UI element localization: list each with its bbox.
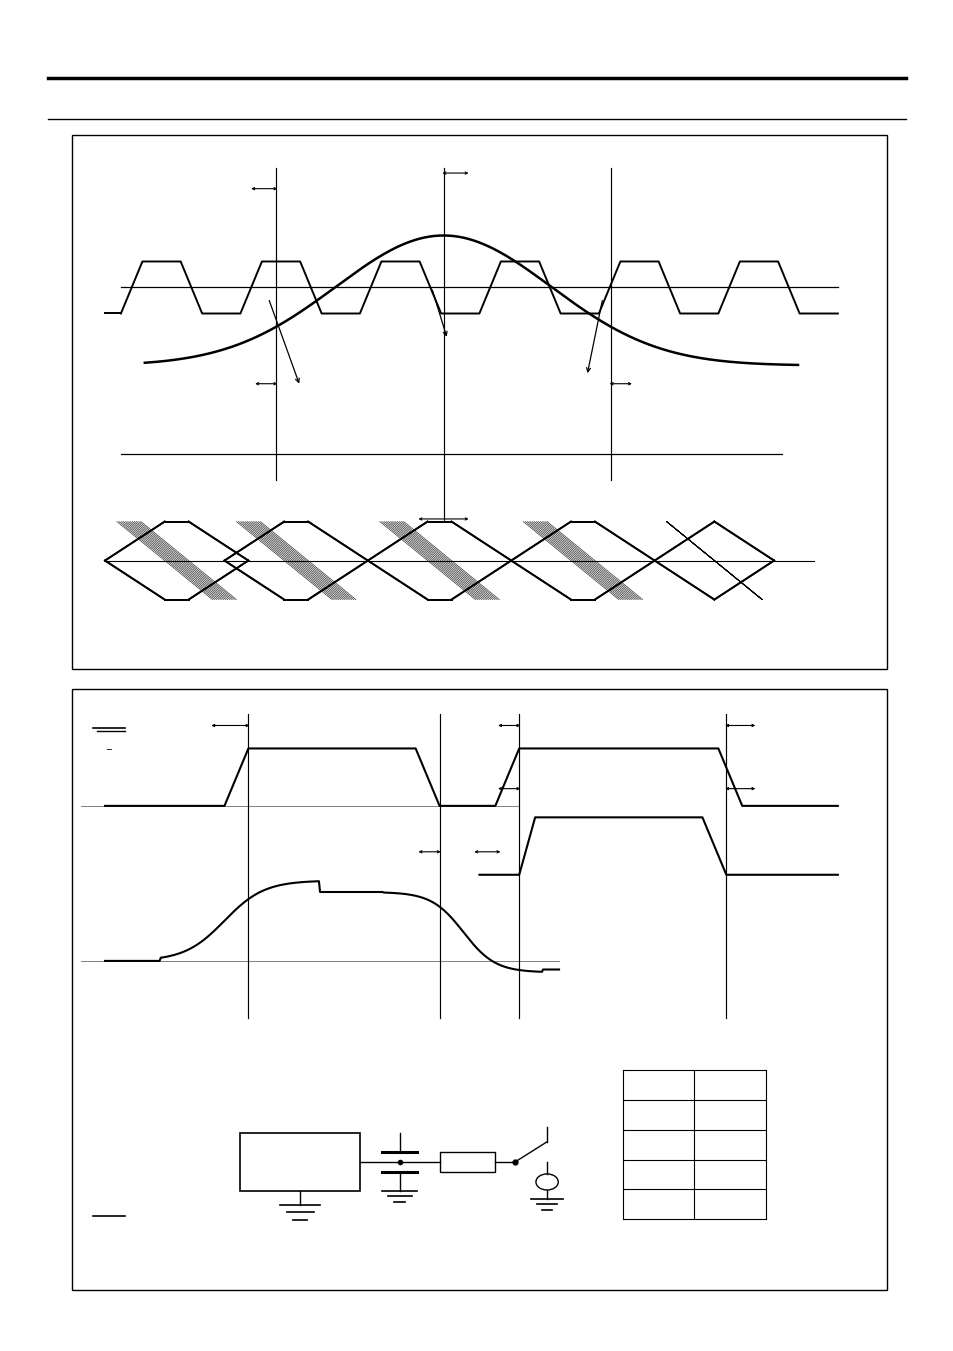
Polygon shape — [368, 521, 511, 600]
Polygon shape — [224, 521, 368, 600]
Bar — [71, 689, 886, 1290]
Polygon shape — [105, 521, 248, 600]
Bar — [240, 1133, 359, 1190]
Text: _: _ — [107, 740, 112, 750]
Polygon shape — [511, 521, 654, 600]
Polygon shape — [654, 521, 773, 600]
Bar — [439, 1151, 495, 1173]
Bar — [71, 135, 886, 669]
